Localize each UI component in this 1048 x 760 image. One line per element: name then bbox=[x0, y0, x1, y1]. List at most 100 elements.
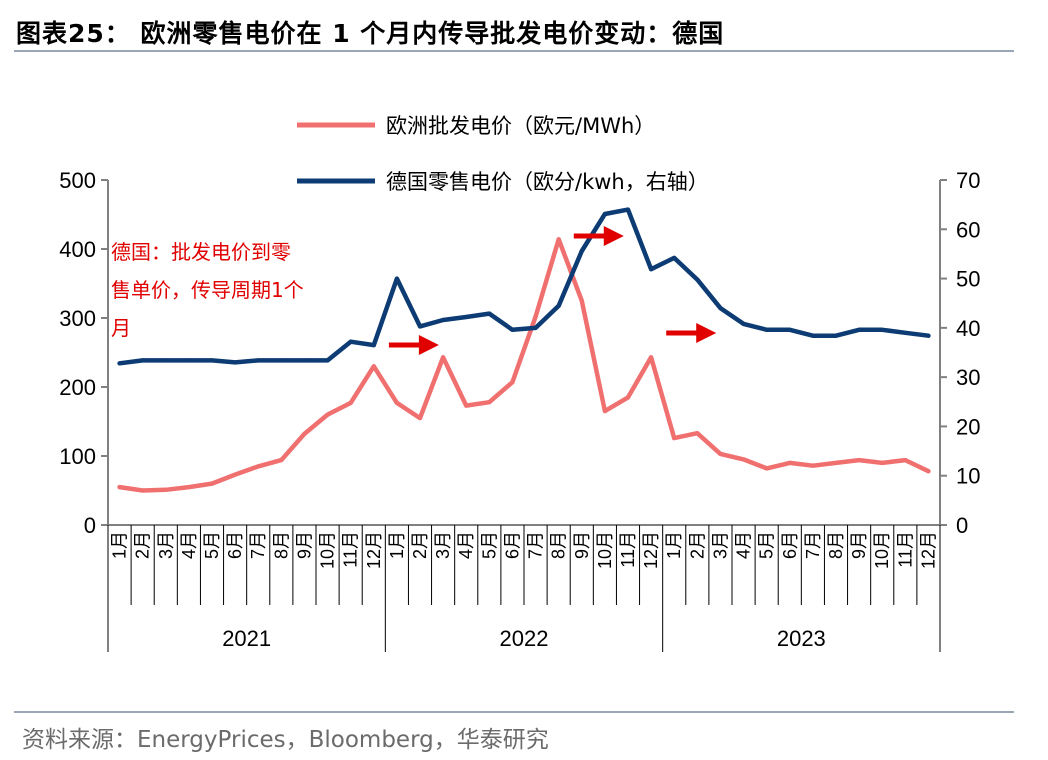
month-label: 12月 bbox=[641, 531, 661, 569]
month-label: 1月 bbox=[110, 531, 130, 559]
retail-point bbox=[117, 361, 122, 366]
wholesale-point bbox=[810, 463, 815, 468]
retail-point bbox=[233, 360, 238, 365]
annotation-line: 德国：批发电价到零 bbox=[111, 240, 291, 264]
left-tick-label: 300 bbox=[59, 306, 96, 331]
retail-point bbox=[556, 303, 561, 308]
retail-point bbox=[256, 358, 261, 363]
retail-point bbox=[626, 207, 630, 212]
retail-point bbox=[810, 333, 815, 338]
retail-point bbox=[695, 277, 700, 282]
right-tick-label: 10 bbox=[956, 464, 980, 489]
legend-label-retail: 德国零售电价（欧分/kwh，右轴） bbox=[386, 170, 709, 194]
right-tick-label: 50 bbox=[956, 267, 980, 292]
retail-point bbox=[186, 358, 191, 363]
wholesale-point bbox=[210, 481, 214, 486]
month-label: 12月 bbox=[364, 531, 384, 569]
month-label: 4月 bbox=[179, 531, 199, 559]
wholesale-point bbox=[556, 237, 561, 242]
left-tick-label: 400 bbox=[59, 237, 96, 262]
right-tick-label: 20 bbox=[956, 414, 980, 439]
retail-point bbox=[348, 339, 353, 344]
wholesale-point bbox=[787, 460, 792, 465]
left-tick-label: 0 bbox=[84, 513, 96, 538]
wholesale-point bbox=[302, 431, 307, 436]
left-tick-label: 200 bbox=[59, 375, 96, 400]
wholesale-point bbox=[394, 400, 399, 405]
month-label: 2月 bbox=[410, 531, 430, 559]
retail-point bbox=[418, 324, 422, 329]
month-label: 2月 bbox=[133, 531, 153, 559]
wholesale-point bbox=[117, 485, 122, 490]
wholesale-point bbox=[764, 466, 769, 471]
retail-point bbox=[487, 311, 492, 316]
month-label: 7月 bbox=[526, 531, 546, 559]
wholesale-point bbox=[602, 409, 607, 414]
wholesale-point bbox=[371, 364, 376, 369]
wholesale-point bbox=[857, 458, 862, 463]
month-label: 10月 bbox=[872, 531, 892, 569]
month-label: 11月 bbox=[895, 531, 915, 568]
month-label: 7月 bbox=[803, 531, 823, 559]
month-label: 10月 bbox=[595, 531, 615, 569]
wholesale-point bbox=[718, 451, 723, 456]
year-label: 2022 bbox=[500, 626, 549, 651]
right-tick-label: 0 bbox=[956, 513, 968, 538]
wholesale-point bbox=[649, 355, 654, 360]
month-label: 11月 bbox=[618, 531, 638, 568]
retail-point bbox=[210, 358, 214, 363]
retail-point bbox=[533, 325, 538, 330]
retail-point bbox=[649, 267, 654, 272]
wholesale-point bbox=[256, 464, 261, 469]
retail-point bbox=[718, 306, 723, 311]
right-tick-label: 70 bbox=[956, 168, 980, 193]
retail-point bbox=[302, 358, 307, 363]
wholesale-point bbox=[741, 457, 746, 462]
month-label: 5月 bbox=[479, 531, 499, 559]
retail-point bbox=[926, 333, 931, 338]
retail-point bbox=[764, 327, 769, 332]
retail-point bbox=[140, 358, 145, 363]
month-label: 7月 bbox=[248, 531, 268, 559]
series-line-retail bbox=[117, 207, 931, 366]
annotation-line: 月 bbox=[111, 316, 131, 340]
retail-point bbox=[880, 327, 885, 332]
month-label: 3月 bbox=[710, 531, 730, 559]
wholesale-point bbox=[163, 487, 168, 492]
month-label: 8月 bbox=[271, 531, 291, 559]
month-label: 4月 bbox=[456, 531, 476, 559]
annotation-line: 售单价，传导周期1个 bbox=[111, 278, 304, 302]
wholesale-point bbox=[233, 472, 238, 477]
title-rule bbox=[14, 50, 1014, 52]
wholesale-point bbox=[672, 436, 677, 441]
month-label: 5月 bbox=[757, 531, 777, 559]
wholesale-point bbox=[140, 488, 145, 493]
series-line-wholesale bbox=[117, 237, 931, 493]
source-note: 资料来源：EnergyPrices，Bloomberg，华泰研究 bbox=[22, 727, 549, 753]
wholesale-point bbox=[418, 416, 422, 421]
retail-point bbox=[371, 343, 376, 348]
wholesale-point bbox=[834, 460, 838, 465]
wholesale-point bbox=[695, 431, 700, 436]
right-tick-label: 30 bbox=[956, 365, 980, 390]
month-label: 10月 bbox=[318, 531, 338, 569]
retail-point bbox=[857, 327, 862, 332]
right-tick-label: 40 bbox=[956, 316, 980, 341]
month-label: 3月 bbox=[433, 531, 453, 559]
wholesale-point bbox=[926, 469, 931, 474]
year-label: 2021 bbox=[222, 626, 271, 651]
month-label: 8月 bbox=[826, 531, 846, 559]
left-tick-label: 100 bbox=[59, 444, 96, 469]
month-label: 12月 bbox=[918, 531, 938, 569]
retail-point bbox=[464, 315, 469, 320]
wholesale-point bbox=[441, 355, 446, 360]
retail-point bbox=[279, 358, 284, 363]
wholesale-point bbox=[510, 380, 515, 385]
arrow-head bbox=[696, 323, 717, 343]
month-label: 4月 bbox=[734, 531, 754, 559]
year-label: 2023 bbox=[777, 626, 826, 651]
footer-rule bbox=[14, 711, 1014, 713]
retail-point bbox=[672, 255, 677, 260]
retail-point bbox=[602, 212, 607, 217]
month-label: 9月 bbox=[294, 531, 314, 559]
